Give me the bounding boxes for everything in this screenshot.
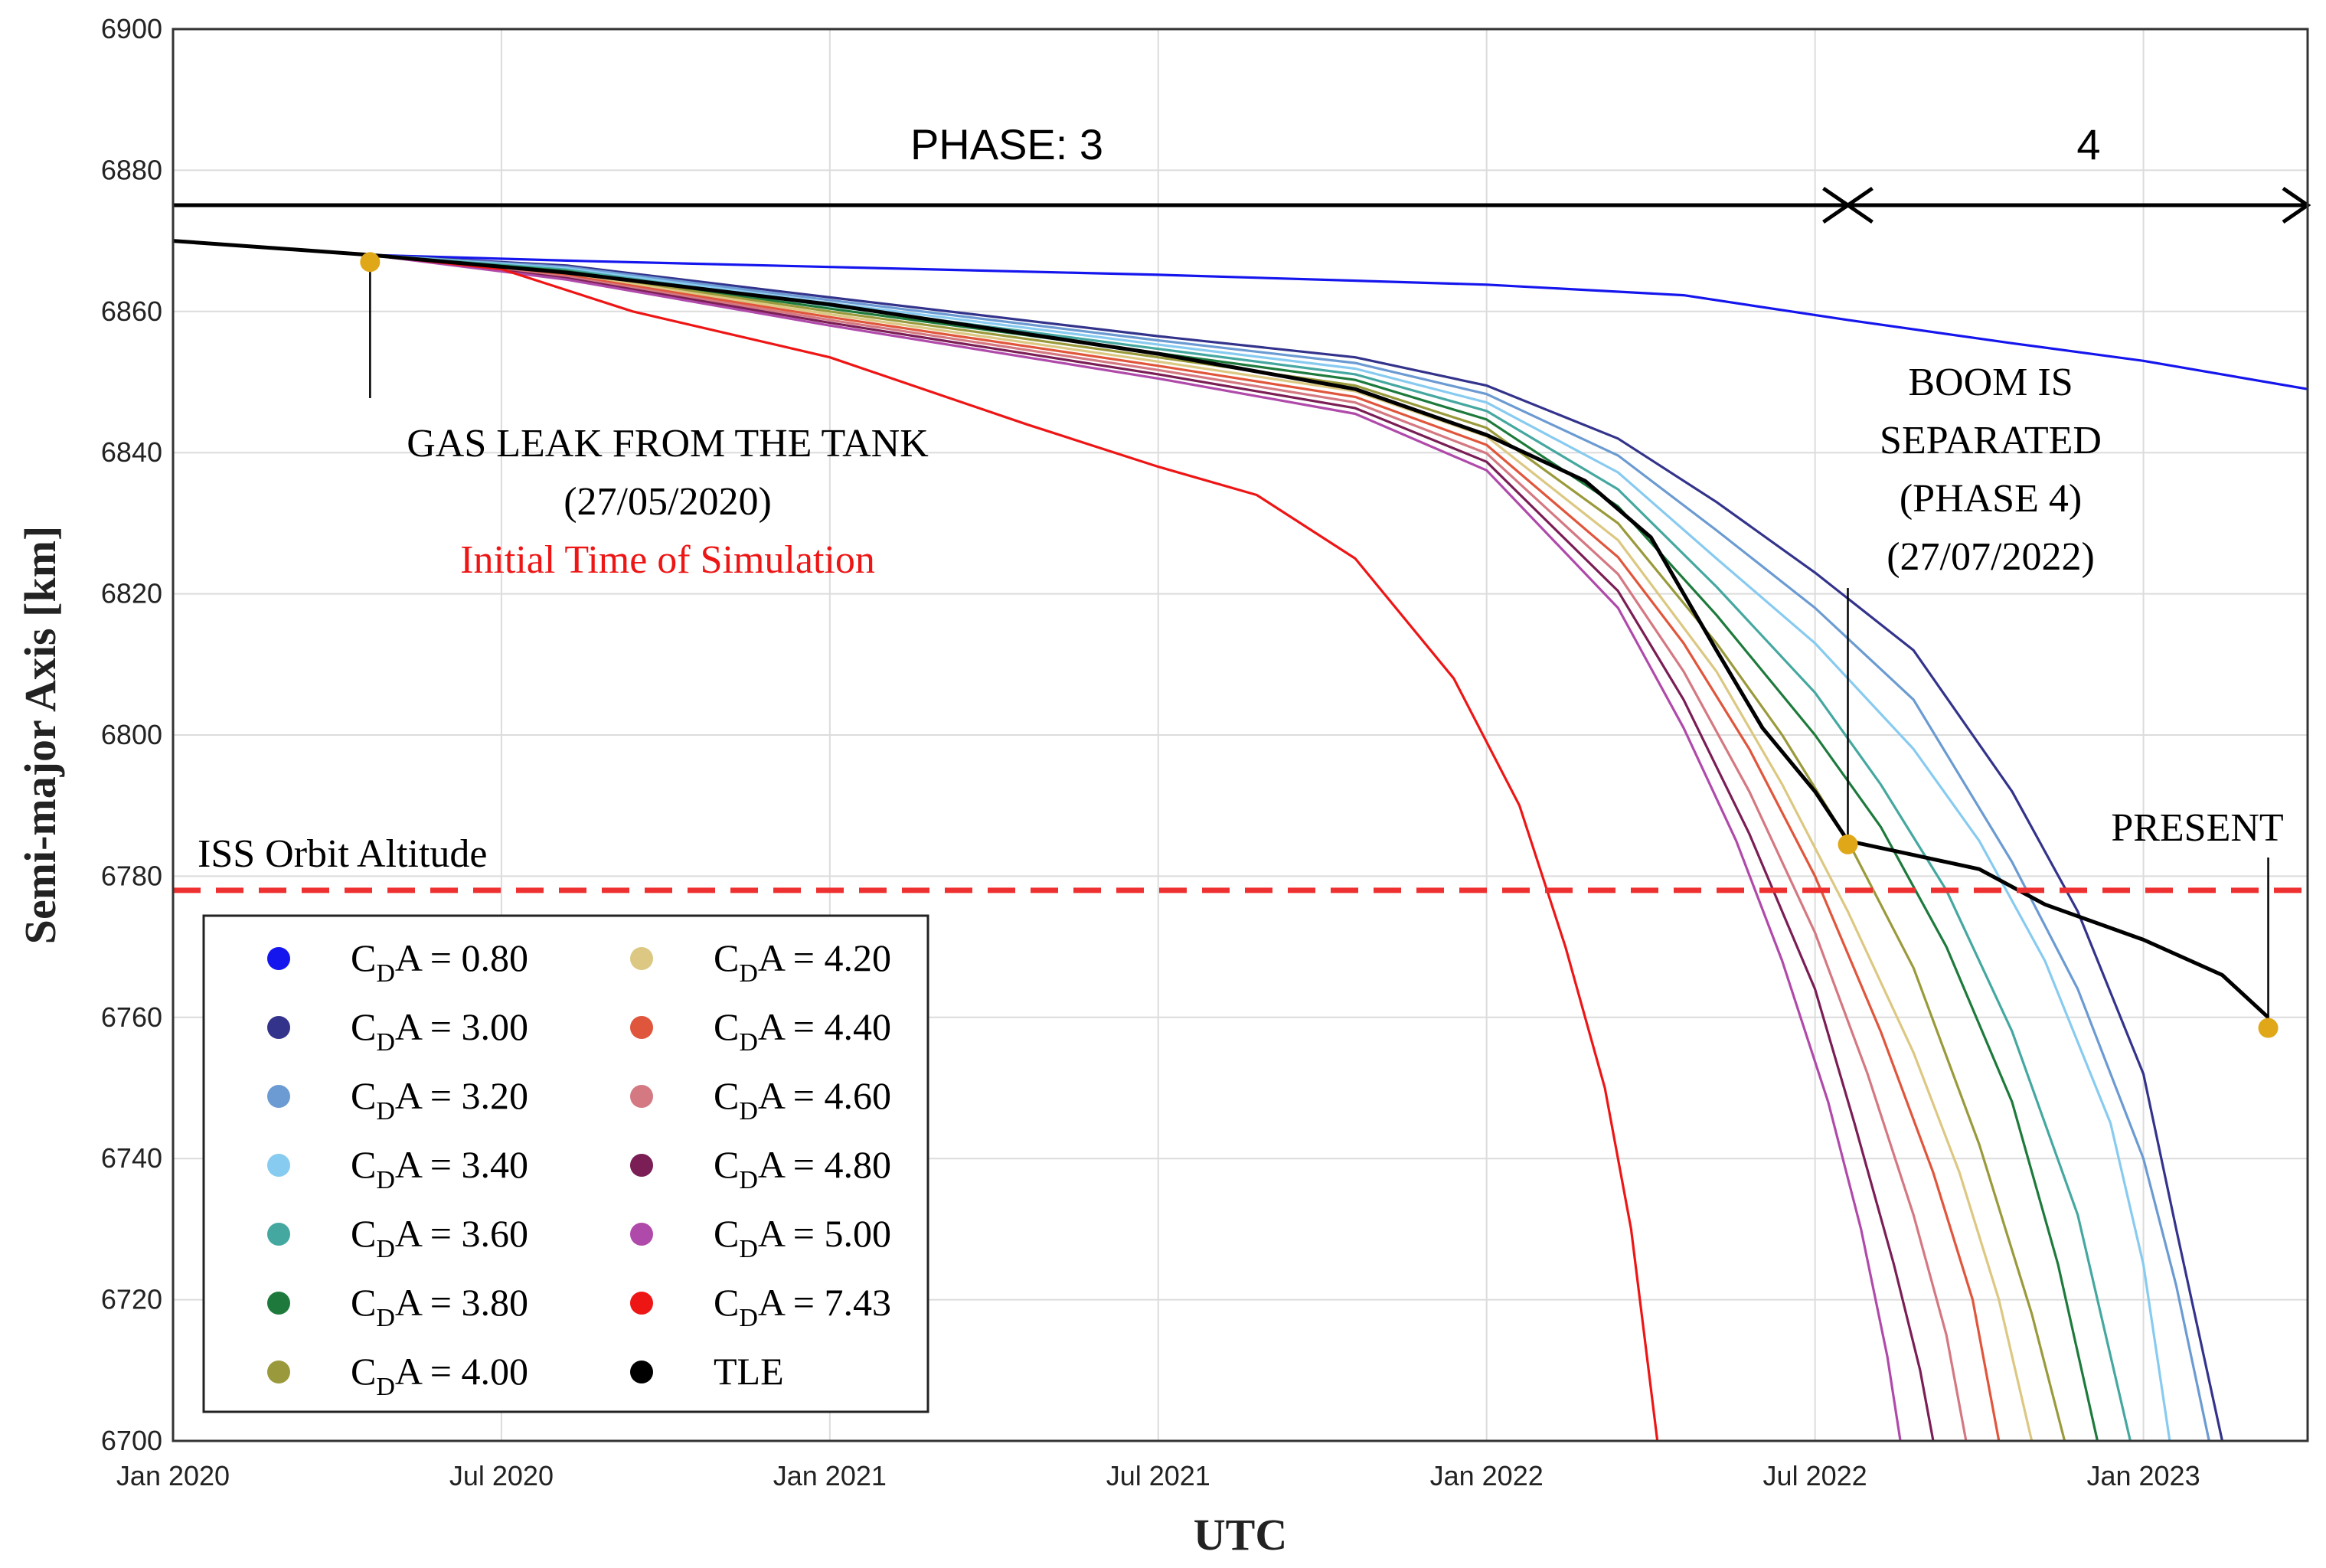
legend-label: CDA = 4.80 [714, 1143, 891, 1194]
legend-marker [630, 1154, 653, 1177]
legend-marker [267, 1292, 290, 1315]
x-axis-ticks: Jan 2020 Jul 2020 Jan 2021 Jul 2021 Jan 2022… [116, 1460, 2200, 1491]
event-marker [2258, 1018, 2279, 1038]
x-tick-label: Jul 2021 [1106, 1460, 1210, 1491]
series-line [172, 240, 1659, 1442]
legend-label: CDA = 3.40 [351, 1143, 528, 1194]
series-line [172, 240, 2034, 1442]
legend-marker [630, 1223, 653, 1246]
y-tick-label: 6820 [101, 578, 162, 609]
legend-marker [630, 1085, 653, 1108]
series-line [172, 240, 2066, 1442]
annotation-leader-lines [369, 262, 2269, 1028]
series-line [172, 240, 2001, 1442]
iss-orbit-label: ISS Orbit Altitude [198, 832, 487, 876]
legend-marker [267, 1223, 290, 1246]
legend-label: CDA = 7.43 [714, 1281, 891, 1332]
legend-marker [630, 947, 653, 970]
y-tick-label: 6860 [101, 296, 162, 327]
series-line [172, 240, 1935, 1442]
y-axis-title: Semi-major Axis [km] [15, 526, 65, 945]
y-tick-label: 6800 [101, 719, 162, 750]
legend-label: CDA = 3.20 [351, 1074, 528, 1125]
x-tick-label: Jul 2022 [1763, 1460, 1867, 1491]
gas-leak-line2: (27/05/2020) [564, 480, 772, 524]
series-line [172, 240, 2224, 1442]
event-markers [360, 252, 2279, 1038]
legend-label: CDA = 3.60 [351, 1212, 528, 1263]
phase-4-label: 4 [2076, 120, 2100, 168]
legend-label: CDA = 3.80 [351, 1281, 528, 1332]
legend-items: CDA = 0.80 CDA = 3.00 CDA = 3.20 CDA = 3.40… [267, 936, 891, 1401]
y-tick-label: 6880 [101, 154, 162, 185]
gas-leak-line1: GAS LEAK FROM THE TANK [407, 422, 929, 466]
phase-3-label: PHASE: 3 [910, 120, 1103, 168]
boom-line4: (27/07/2022) [1887, 535, 2095, 579]
x-axis-title: UTC [1194, 1510, 1287, 1560]
event-marker [1838, 834, 1858, 854]
legend-marker [630, 1361, 653, 1383]
legend-label: CDA = 4.40 [714, 1005, 891, 1057]
y-tick-label: 6900 [101, 13, 162, 44]
y-tick-label: 6720 [101, 1284, 162, 1315]
x-tick-label: Jul 2020 [449, 1460, 554, 1491]
x-tick-label: Jan 2020 [116, 1460, 230, 1491]
series-line [172, 240, 1968, 1442]
series-line [172, 239, 2270, 1019]
event-marker [360, 252, 381, 273]
initial-time-label: Initial Time of Simulation [460, 538, 875, 582]
legend-marker [267, 1154, 290, 1177]
phase-arrows [173, 186, 2311, 224]
legend-label: CDA = 4.00 [351, 1350, 528, 1401]
present-label: PRESENT [2111, 806, 2283, 850]
legend-label: TLE [714, 1350, 784, 1393]
legend-marker [630, 1016, 653, 1039]
boom-line1: BOOM IS [1908, 361, 2073, 404]
series-lines [172, 239, 2308, 1442]
x-tick-label: Jan 2023 [2086, 1460, 2200, 1491]
phase-4-arrowtail [1844, 186, 1874, 224]
y-axis-ticks: 6700 6720 6740 6760 6780 6800 6820 6840 6860 6880… [101, 13, 162, 1456]
legend-label: CDA = 4.20 [714, 936, 891, 988]
series-line [172, 240, 1902, 1442]
legend-label: CDA = 5.00 [714, 1212, 891, 1263]
y-tick-label: 6700 [101, 1425, 162, 1456]
x-tick-label: Jan 2022 [1430, 1460, 1544, 1491]
legend-label: CDA = 0.80 [351, 936, 528, 988]
legend-label: CDA = 4.60 [714, 1074, 891, 1125]
series-line [172, 240, 2308, 390]
series-line [172, 240, 2171, 1442]
plot-border [172, 28, 2309, 1442]
legend: CDA = 0.80 CDA = 3.00 CDA = 3.20 CDA = 3.40… [202, 914, 929, 1413]
x-tick-label: Jan 2021 [773, 1460, 887, 1491]
legend-label: CDA = 3.00 [351, 1005, 528, 1057]
legend-marker [267, 1361, 290, 1383]
legend-marker [267, 947, 290, 970]
y-tick-label: 6740 [101, 1142, 162, 1174]
legend-marker [630, 1292, 653, 1315]
y-tick-label: 6780 [101, 860, 162, 891]
y-tick-label: 6760 [101, 1001, 162, 1033]
series-line [172, 240, 2210, 1442]
legend-marker [267, 1016, 290, 1039]
boom-line3: (PHASE 4) [1900, 477, 2082, 521]
y-tick-label: 6840 [101, 436, 162, 468]
legend-box [202, 914, 929, 1413]
legend-marker [267, 1085, 290, 1108]
boom-line2: SEPARATED [1880, 419, 2102, 462]
